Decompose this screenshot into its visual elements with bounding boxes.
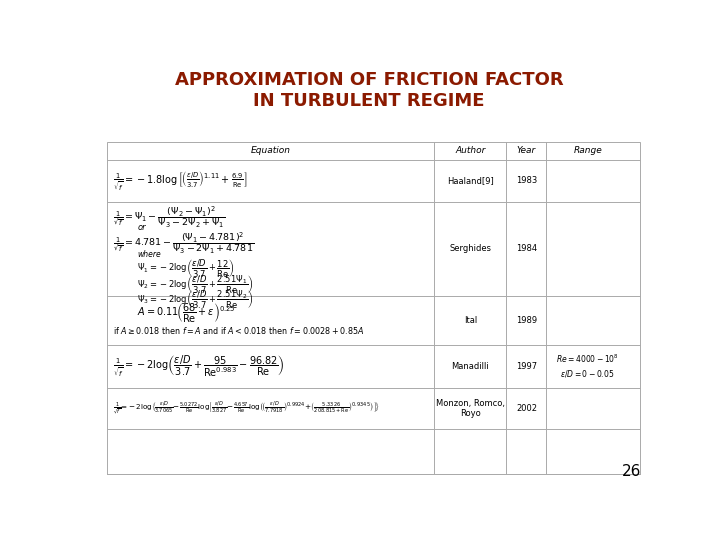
Text: 26: 26 xyxy=(622,463,642,478)
Text: where: where xyxy=(138,250,161,259)
Text: if $A \geq 0.018$ then $f = A$ and if $A < 0.018$ then $f = 0.0028 + 0.85A$: if $A \geq 0.018$ then $f = A$ and if $A… xyxy=(114,326,365,336)
Text: Equation: Equation xyxy=(251,146,291,156)
Text: $\varepsilon/D = 0 - 0.05$: $\varepsilon/D = 0 - 0.05$ xyxy=(560,368,615,379)
Text: Range: Range xyxy=(573,146,602,156)
Text: 1983: 1983 xyxy=(516,176,537,185)
Text: APPROXIMATION OF FRICTION FACTOR: APPROXIMATION OF FRICTION FACTOR xyxy=(175,71,563,89)
Text: Serghides: Serghides xyxy=(449,245,492,253)
Text: $A = 0.11\!\left(\dfrac{68}{\mathrm{Re}}+\varepsilon\right)^{0.25}$: $A = 0.11\!\left(\dfrac{68}{\mathrm{Re}}… xyxy=(138,301,236,325)
Text: 1997: 1997 xyxy=(516,362,537,371)
Text: 1984: 1984 xyxy=(516,245,537,253)
Text: $\Psi_3 = -2\log\!\left(\dfrac{\varepsilon/D}{3.7}+\dfrac{2.51\Psi_2}{\mathrm{Re: $\Psi_3 = -2\log\!\left(\dfrac{\varepsil… xyxy=(138,289,253,312)
Text: $\Psi_1 = -2\log\!\left(\dfrac{\varepsilon/D}{3.7}+\dfrac{12}{\mathrm{Re}}\right: $\Psi_1 = -2\log\!\left(\dfrac{\varepsil… xyxy=(138,258,235,280)
Text: Manadilli: Manadilli xyxy=(451,362,490,371)
Text: $\frac{1}{\sqrt{f}}\!=\!-2\log\!\left\{\!\frac{\varepsilon/D}{3.7065}\!-\!\frac{: $\frac{1}{\sqrt{f}}\!=\!-2\log\!\left\{\… xyxy=(114,401,380,417)
Text: Monzon, Romco,
Royo: Monzon, Romco, Royo xyxy=(436,399,505,418)
Text: Haaland[9]: Haaland[9] xyxy=(447,176,494,185)
Text: Year: Year xyxy=(517,146,536,156)
Text: $\frac{1}{\sqrt{f}} = \Psi_1 - \dfrac{(\Psi_2-\Psi_1)^2}{\Psi_3-2\Psi_2+\Psi_1}$: $\frac{1}{\sqrt{f}} = \Psi_1 - \dfrac{(\… xyxy=(114,205,226,231)
Text: or: or xyxy=(138,223,146,232)
Text: Ital: Ital xyxy=(464,316,477,325)
Text: 2002: 2002 xyxy=(516,404,537,413)
Text: 1989: 1989 xyxy=(516,316,537,325)
Text: Author: Author xyxy=(455,146,485,156)
Text: $\Psi_2 = -2\log\!\left(\dfrac{\varepsilon/D}{3.7}+\dfrac{2.51\Psi_1}{\mathrm{Re: $\Psi_2 = -2\log\!\left(\dfrac{\varepsil… xyxy=(138,274,253,295)
Text: $Re = 4000 - 10^8$: $Re = 4000 - 10^8$ xyxy=(557,353,619,365)
Text: IN TURBULENT REGIME: IN TURBULENT REGIME xyxy=(253,92,485,110)
Text: $\frac{1}{\sqrt{f}} = -2\log\!\left(\dfrac{\varepsilon/D}{3.7}+\dfrac{95}{\mathr: $\frac{1}{\sqrt{f}} = -2\log\!\left(\dfr… xyxy=(114,353,285,379)
Text: $\frac{1}{\sqrt{f}} = -1.8\log\left[\left(\frac{\varepsilon/D}{3.7}\right)^{1.11: $\frac{1}{\sqrt{f}} = -1.8\log\left[\lef… xyxy=(114,169,248,193)
Text: $\frac{1}{\sqrt{f}} = 4.781 - \dfrac{(\Psi_1-4.781)^2}{\Psi_3-2\Psi_1+4.781}$: $\frac{1}{\sqrt{f}} = 4.781 - \dfrac{(\P… xyxy=(114,230,255,256)
